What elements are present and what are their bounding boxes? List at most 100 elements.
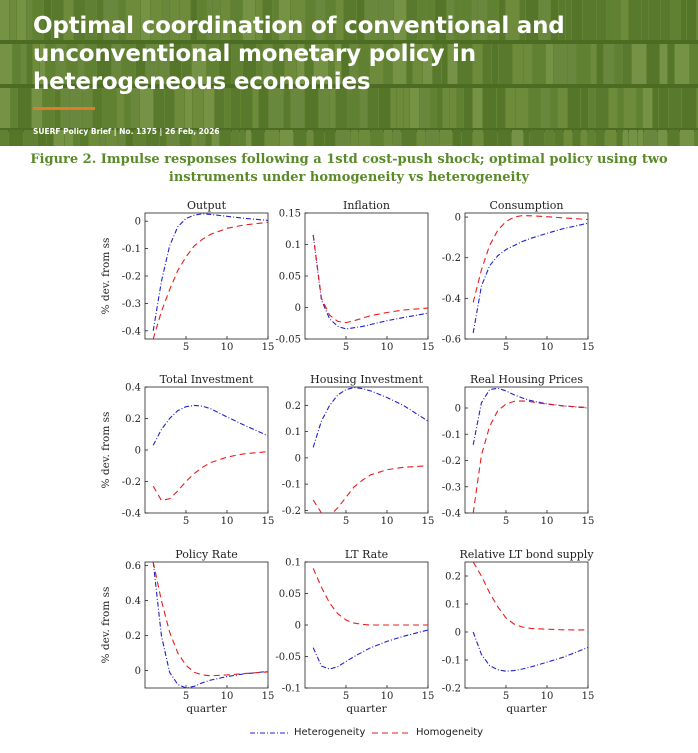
plot-frame [464,212,589,340]
y-axis-label: % dev. from ss [100,238,112,315]
y-tick-label: -0.2 [442,456,461,467]
y-tick-label: -0.2 [122,477,141,488]
chart-title: Total Investment [160,373,254,386]
plot-frame [144,561,269,689]
series-line-homogeneity [472,400,588,513]
series-line-homogeneity [472,562,588,631]
chart-title: Real Housing Prices [470,373,583,386]
y-tick-label: 0 [295,303,301,314]
header-banner: Optimal coordination of conventional and… [0,0,698,146]
y-tick-label: 0 [455,213,461,224]
y-tick-label: 0 [295,621,301,632]
x-tick-label: 10 [541,516,554,527]
y-tick-label: -0.2 [122,272,141,283]
series-line-heterogeneity [472,222,588,333]
series-line-homogeneity [312,568,428,626]
series-line-homogeneity [152,221,268,339]
x-axis-label: quarter [186,703,227,715]
x-tick-label: 10 [221,516,234,527]
plot-frame [144,386,269,514]
x-tick-label: 15 [262,342,275,353]
series-line-homogeneity [312,465,428,513]
x-tick-label: 5 [183,516,189,527]
y-tick-label: -0.4 [442,509,461,520]
series-line-heterogeneity [312,234,428,330]
plot-frame [304,386,429,514]
y-axis-label: % dev. from ss [100,412,112,489]
chart-title: Relative LT bond supply [459,548,594,561]
banner-background [0,0,698,146]
chart-title: LT Rate [345,548,388,561]
y-tick-label: 0.2 [125,414,141,425]
impulse-response-charts: 5 10 15 0 -0.1 -0.2 -0.3 -0.4 Output % dev. from … [100,199,595,715]
y-tick-label: -0.2 [442,253,461,264]
chart-panel: 5 10 15 0.1 0.05 0 -0.05 -0.1 LT Rate quarter [275,548,434,715]
x-tick-label: 15 [422,691,435,702]
page-title: Optimal coordination of conventional and… [33,13,565,95]
chart-title: Output [187,199,227,212]
y-tick-label: 0.15 [279,209,301,220]
legend-label: Homogeneity [416,727,484,738]
series-line-homogeneity [152,451,268,502]
y-tick-label: -0.1 [122,244,141,255]
x-tick-label: 15 [582,516,595,527]
chart-title: Inflation [343,199,390,212]
y-tick-label: 0 [135,666,141,677]
chart-panel: 5 10 15 0 -0.2 -0.4 -0.6 Consumption [442,199,595,353]
series-line-homogeneity [152,562,268,677]
series-line-heterogeneity [152,213,268,331]
y-tick-label: 0.1 [285,427,301,438]
x-tick-label: 15 [582,691,595,702]
y-tick-label: -0.2 [442,684,461,695]
chart-panel: 5 10 15 0.2 0.1 0 -0.1 -0.2 Housing Investment [282,373,435,527]
x-tick-label: 15 [582,342,595,353]
x-tick-label: 10 [221,691,234,702]
y-tick-label: -0.4 [442,294,461,305]
x-tick-label: 15 [262,691,275,702]
brief-meta: SUERF Policy Brief | No. 1375 | 26 Feb, … [33,127,220,136]
chart-panel: 5 10 15 0.6 0.4 0.2 0 Policy Rate % dev. from ss… [100,548,274,715]
chart-panel: 5 10 15 0 -0.1 -0.2 -0.3 -0.4 Output % dev. from … [100,199,274,353]
x-tick-label: 5 [343,691,349,702]
x-tick-label: 5 [503,516,509,527]
chart-panel: 5 10 15 0 -0.1 -0.2 -0.3 -0.4 Real Housing Price… [442,373,595,527]
accent-rule [33,107,95,110]
x-tick-label: 10 [541,691,554,702]
series-line-heterogeneity [312,387,428,448]
y-tick-label: 0 [135,217,141,228]
y-tick-label: 0.1 [285,558,301,569]
y-tick-label: 0.1 [445,600,461,611]
x-tick-label: 10 [381,516,394,527]
x-tick-label: 10 [381,691,394,702]
y-tick-label: 0.2 [285,401,301,412]
plot-frame [464,561,589,689]
x-tick-label: 5 [183,342,189,353]
x-tick-label: 5 [183,691,189,702]
chart-title: Policy Rate [175,548,238,561]
x-tick-label: 15 [422,342,435,353]
chart-title: Housing Investment [310,373,423,386]
y-tick-label: -0.1 [442,656,461,667]
x-tick-label: 5 [343,516,349,527]
y-tick-label: -0.3 [442,482,461,493]
series-line-heterogeneity [472,631,588,672]
y-tick-label: -0.1 [282,480,301,491]
x-tick-label: 10 [541,342,554,353]
y-tick-label: -0.05 [275,335,301,346]
plot-frame [304,212,429,340]
x-tick-label: 5 [343,342,349,353]
y-tick-label: -0.2 [282,506,301,517]
y-tick-label: 0.2 [125,631,141,642]
legend-swatch-dashed [372,732,412,734]
x-axis-label: quarter [346,703,387,715]
chart-panel: 5 10 15 0.15 0.1 0.05 0 -0.05 Inflation [275,199,434,353]
x-tick-label: 10 [221,342,234,353]
y-tick-label: -0.1 [442,430,461,441]
y-tick-label: 0.2 [445,572,461,583]
x-tick-label: 5 [503,342,509,353]
x-tick-label: 15 [422,516,435,527]
y-tick-label: 0 [295,453,301,464]
y-tick-label: 0 [135,446,141,457]
plot-frame [464,386,589,514]
y-axis-label: % dev. from ss [100,587,112,664]
